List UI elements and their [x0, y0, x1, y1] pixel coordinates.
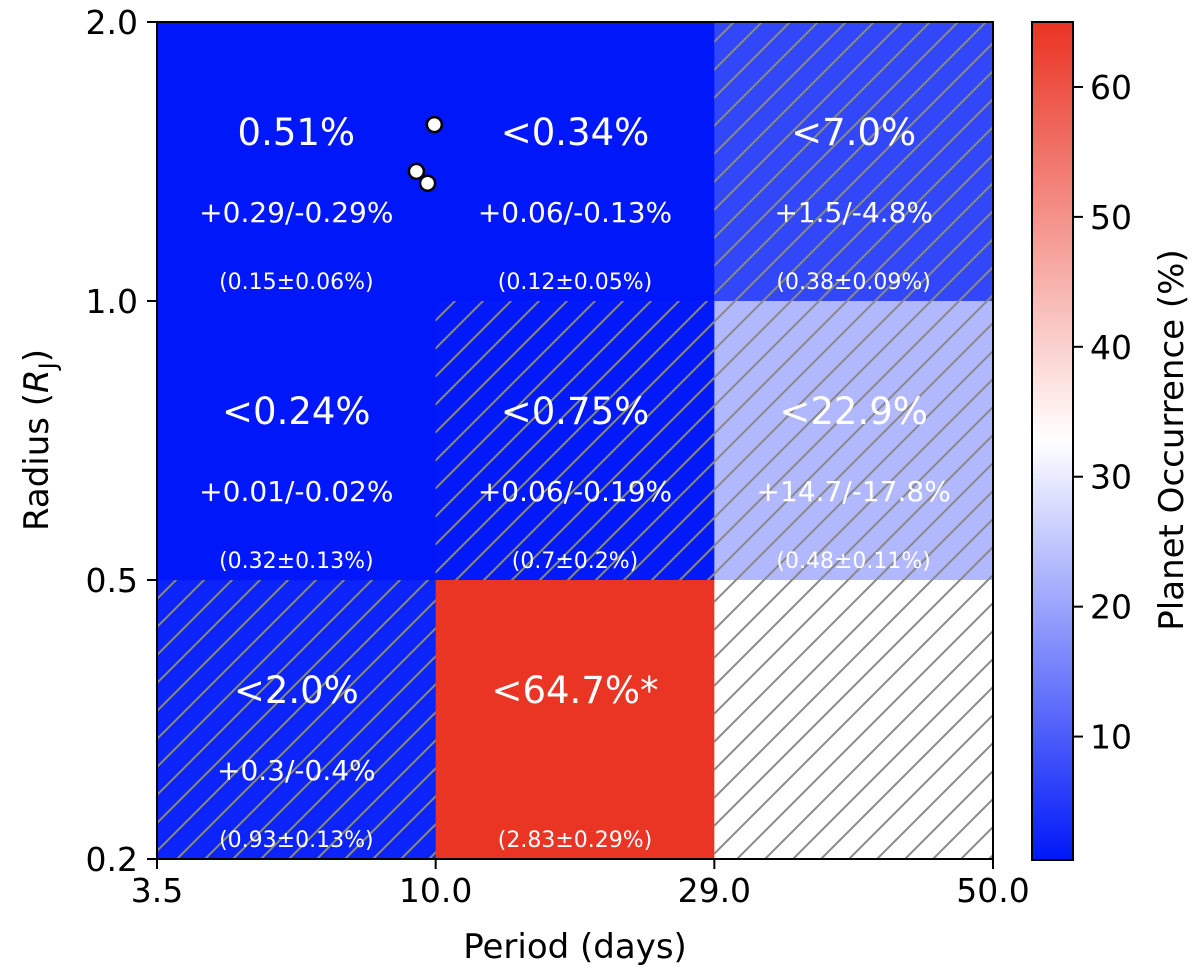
hatch-overlay-r1-c1 [435, 301, 715, 580]
cell-error-r0-c2: +1.5/-4.8% [774, 196, 933, 229]
heatmap-cell-r2-c1 [435, 580, 715, 860]
colorbar-tick-label-2: 30 [1090, 458, 1132, 497]
cell-error-r1-c1: +0.06/-0.19% [478, 475, 672, 508]
y-tick-label-3: 2.0 [86, 3, 138, 42]
x-axis: 3.5 10.0 29.0 50.0 [131, 859, 1030, 910]
cell-baseline-r2-c0: (0.93±0.13%) [219, 828, 373, 853]
cell-baseline-r0-c1: (0.12±0.05%) [498, 270, 652, 295]
cell-baseline-r2-c1: (2.83±0.29%) [498, 828, 652, 853]
colorbar-ticks: 10 20 30 40 50 60 [1073, 68, 1132, 757]
heatmap-cells [157, 22, 994, 860]
x-tick-label-1: 10.0 [399, 871, 472, 910]
cell-error-r1-c0: +0.01/-0.02% [199, 475, 393, 508]
cell-baseline-r1-c1: (0.7±0.2%) [512, 549, 638, 574]
y-tick-label-1: 0.5 [86, 561, 138, 600]
hatch-overlay-r0-c2 [714, 22, 993, 301]
colorbar-tick-label-0: 10 [1090, 718, 1132, 757]
cell-value-r1-c2: <22.9% [779, 390, 928, 433]
cell-baseline-r1-c0: (0.32±0.13%) [219, 549, 373, 574]
planet-points [407, 115, 444, 192]
colorbar-tick-label-5: 60 [1090, 68, 1132, 107]
heatmap-cell-r1-c0 [157, 301, 437, 581]
colorbar-tick-label-3: 40 [1090, 328, 1132, 367]
cell-value-r2-c0: <2.0% [234, 669, 359, 712]
y-tick-label-2: 1.0 [86, 282, 138, 321]
y-tick-label-0: 0.2 [86, 840, 138, 879]
hatch-overlay-r1-c2 [714, 301, 993, 580]
colorbar-label: Planet Occurrence (%) [1152, 249, 1192, 630]
x-tick-label-2: 29.0 [678, 871, 751, 910]
heatmap-cell-r0-c1 [435, 22, 715, 302]
cell-value-r2-c1: <64.7%* [491, 669, 658, 712]
x-axis-label: Period (days) [463, 927, 687, 967]
x-tick-label-0: 3.5 [131, 871, 183, 910]
cell-value-r0-c2: <7.0% [791, 111, 916, 154]
cell-baseline-r0-c2: (0.38±0.09%) [776, 270, 930, 295]
colorbar [1031, 21, 1074, 861]
cell-error-r0-c0: +0.29/-0.29% [199, 196, 393, 229]
x-tick-label-3: 50.0 [956, 871, 1029, 910]
cell-error-r0-c1: +0.06/-0.13% [478, 196, 672, 229]
cell-value-r0-c1: <0.34% [501, 111, 650, 154]
y-axis-label: Radius (RJ) [17, 349, 62, 531]
planet-point-1 [418, 174, 437, 192]
y-axis: 0.2 0.5 1.0 2.0 [86, 3, 157, 879]
hatch-overlay-r2-c2 [714, 580, 993, 859]
cell-value-r1-c0: <0.24% [222, 390, 371, 433]
hatch-overlay-r2-c0 [157, 580, 436, 859]
cell-labels: 0.51% +0.29/-0.29% (0.15±0.06%) <0.34% +0.06… [199, 111, 951, 853]
cell-value-r0-c0: 0.51% [238, 111, 356, 154]
cell-error-r2-c0: +0.3/-0.4% [217, 754, 376, 787]
cell-error-r1-c2: +14.7/-17.8% [757, 475, 951, 508]
planet-point-0 [407, 162, 426, 181]
cell-baseline-r1-c2: (0.48±0.11%) [776, 549, 930, 574]
cell-baseline-r0-c0: (0.15±0.06%) [219, 270, 373, 295]
colorbar-tick-label-4: 50 [1090, 198, 1132, 237]
colorbar-tick-label-1: 20 [1090, 588, 1132, 627]
planet-point-2 [425, 115, 444, 134]
cell-value-r1-c1: <0.75% [501, 390, 650, 433]
heatmap-cell-r0-c0 [157, 22, 437, 302]
plot-frame [156, 21, 994, 860]
